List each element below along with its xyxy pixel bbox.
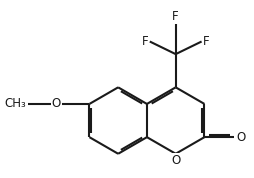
Text: F: F (172, 10, 179, 23)
Text: O: O (52, 97, 61, 110)
Text: O: O (171, 155, 180, 167)
Text: F: F (141, 35, 148, 48)
Text: CH₃: CH₃ (5, 97, 26, 110)
Text: F: F (203, 35, 210, 48)
Text: O: O (236, 131, 245, 144)
